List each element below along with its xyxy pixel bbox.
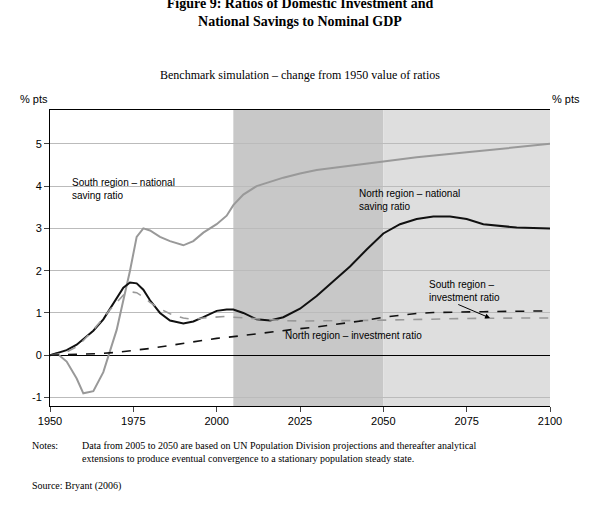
svg-text:North region – nationalsaving: North region – nationalsaving ratio [359, 188, 460, 212]
svg-text:2025: 2025 [288, 415, 312, 427]
svg-text:1975: 1975 [121, 415, 145, 427]
svg-text:0: 0 [36, 349, 42, 361]
svg-text:2050: 2050 [371, 415, 395, 427]
svg-text:Source: Bryant (2006): Source: Bryant (2006) [32, 480, 121, 492]
svg-text:Figure 9: Ratios of Domestic I: Figure 9: Ratios of Domestic Investment … [167, 0, 434, 29]
svg-text:2075: 2075 [454, 415, 478, 427]
svg-text:Benchmark simulation – change: Benchmark simulation – change from 1950 … [160, 68, 440, 82]
svg-text:5: 5 [36, 138, 42, 150]
svg-text:North region – investment rati: North region – investment ratio [285, 330, 422, 341]
svg-text:South region – nationalsaving: South region – nationalsaving ratio [72, 177, 175, 201]
svg-text:South region –investment ratio: South region –investment ratio [429, 279, 500, 303]
svg-text:% pts: % pts [552, 93, 580, 105]
svg-text:4: 4 [36, 180, 42, 192]
svg-text:1: 1 [36, 307, 42, 319]
svg-text:1950: 1950 [38, 415, 62, 427]
svg-text:2100: 2100 [538, 415, 562, 427]
svg-text:3: 3 [36, 222, 42, 234]
svg-text:-1: -1 [32, 391, 42, 403]
svg-text:% pts: % pts [20, 93, 48, 105]
svg-text:2000: 2000 [204, 415, 228, 427]
svg-text:Notes:: Notes: [32, 440, 58, 451]
svg-text:2: 2 [36, 265, 42, 277]
svg-text:Data from 2005 to 2050 are bas: Data from 2005 to 2050 are based on UN P… [82, 440, 477, 464]
